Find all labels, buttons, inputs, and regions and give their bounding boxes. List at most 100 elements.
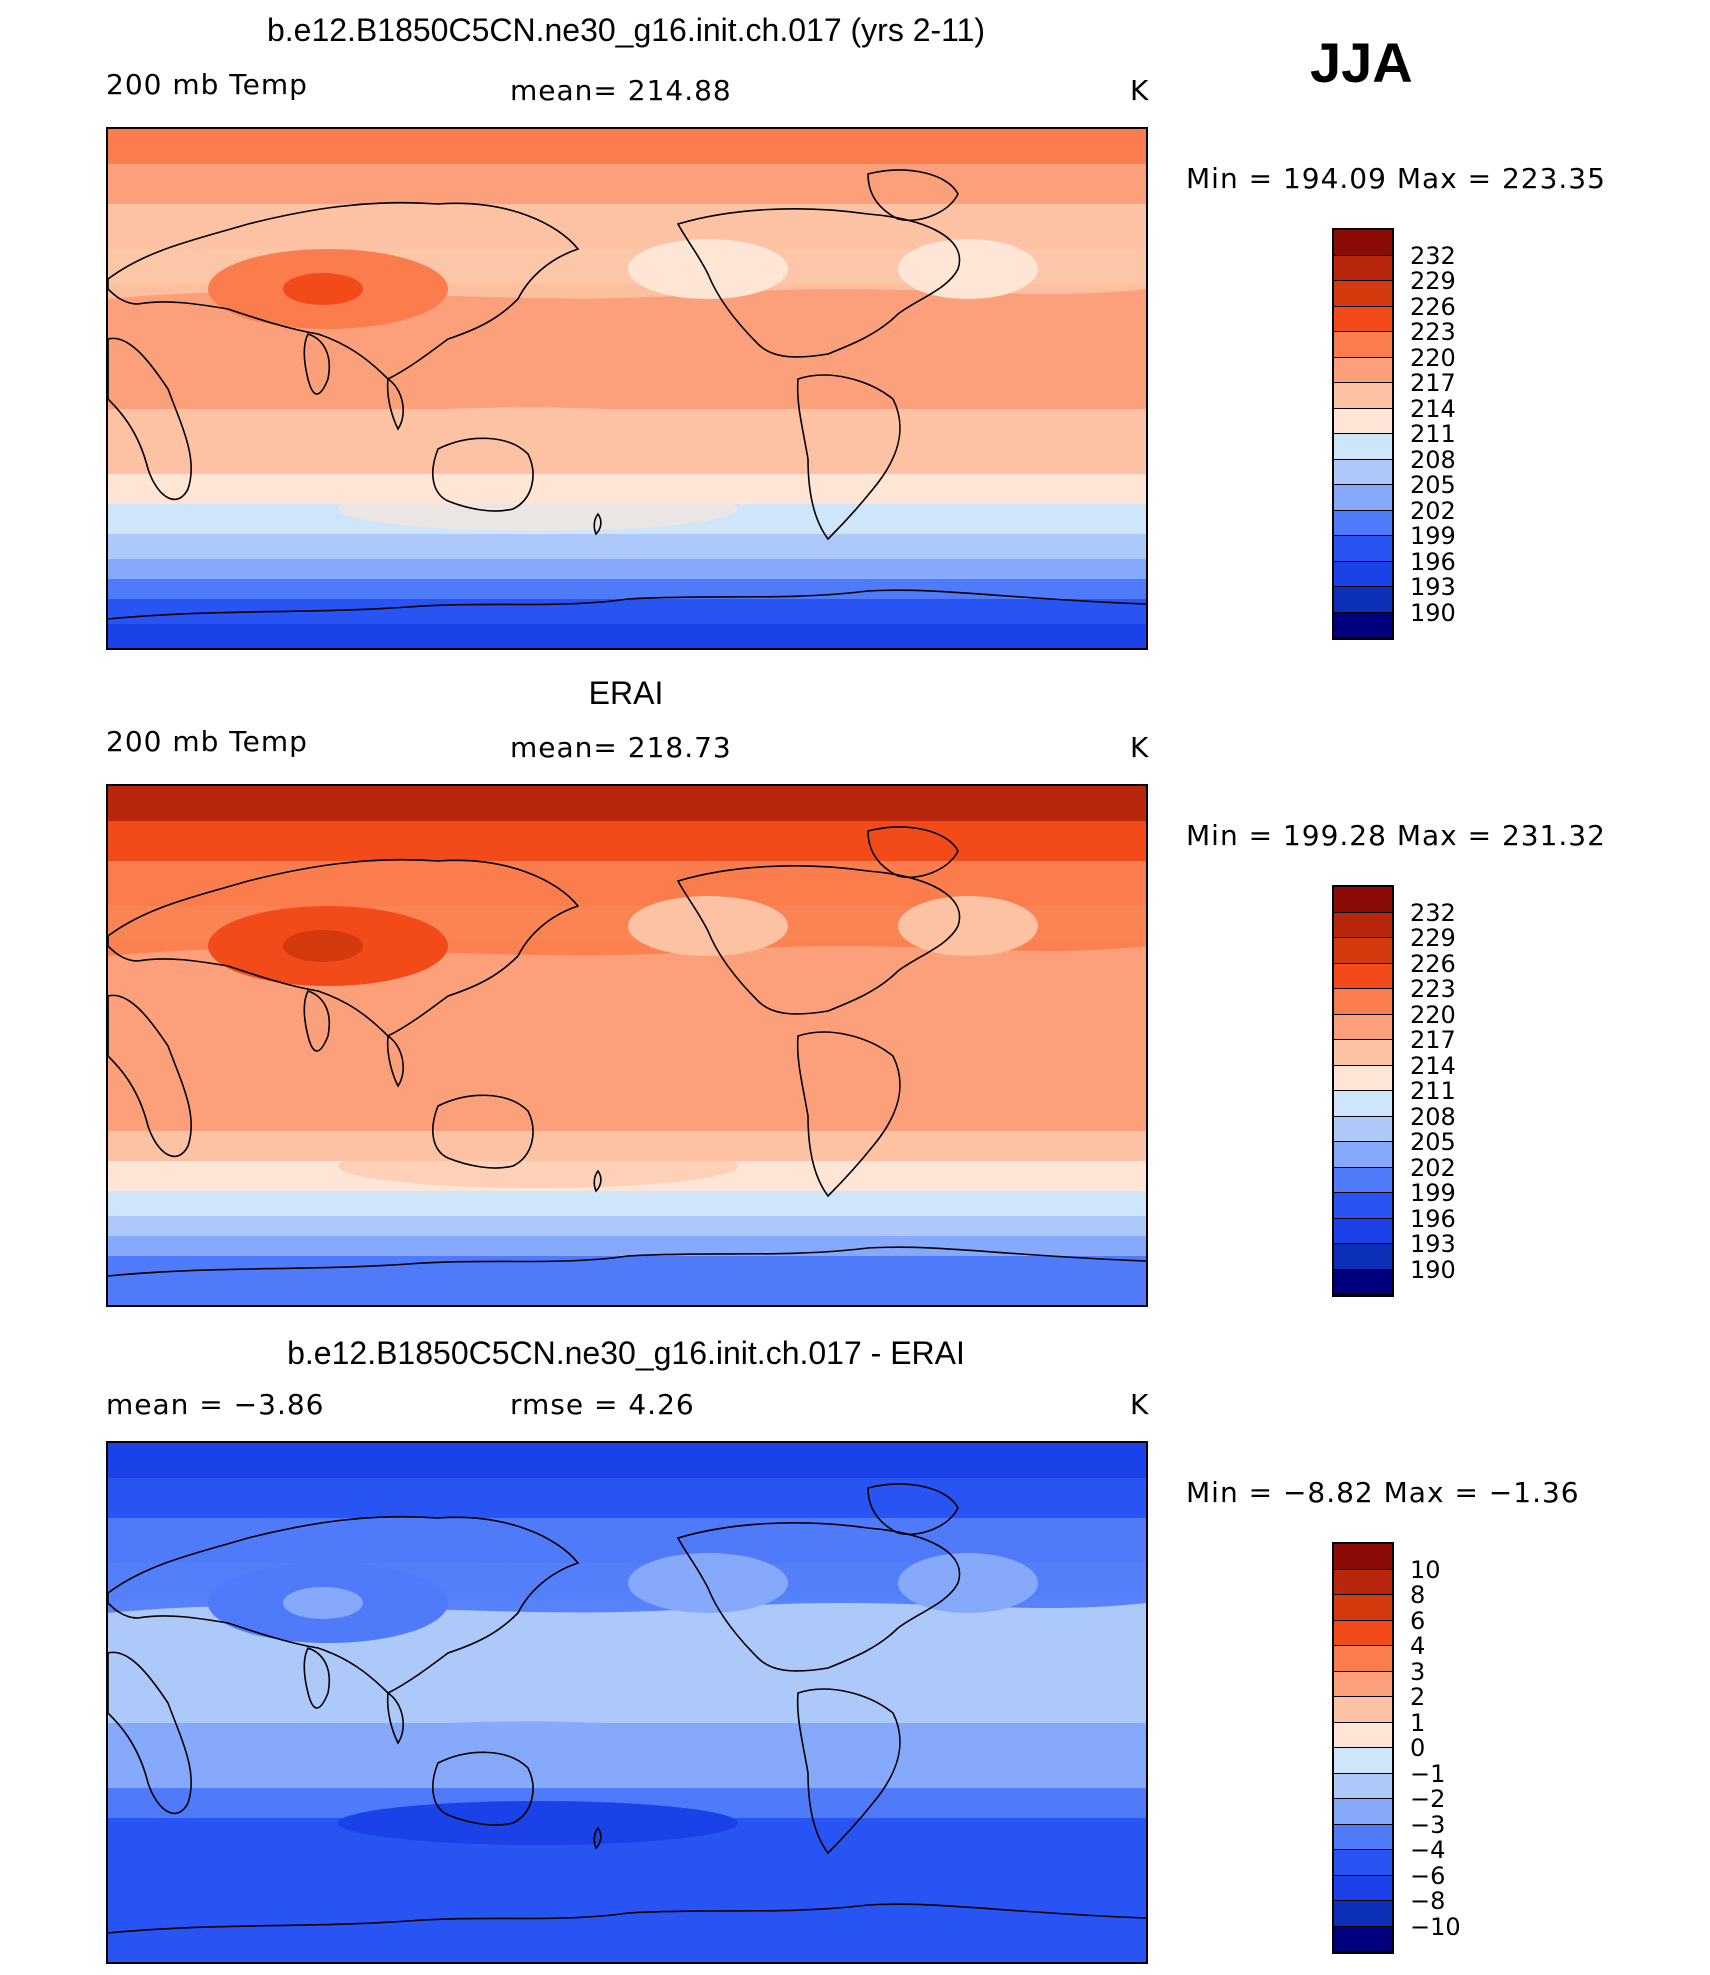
colorbar-swatch xyxy=(1334,938,1392,964)
colorbar-label: 0 xyxy=(1410,1734,1426,1762)
contour-band xyxy=(108,534,1146,559)
colorbar-label: 214 xyxy=(1410,1051,1456,1080)
contour-band xyxy=(108,1191,1146,1216)
panel-2-min-max: Min = 199.28 Max = 231.32 xyxy=(1186,819,1606,852)
colorbar-label: −2 xyxy=(1410,1785,1446,1813)
panel-2-mean-label: mean= 218.73 xyxy=(510,731,732,764)
colorbar-label: 4 xyxy=(1410,1632,1426,1660)
coastline xyxy=(796,1031,901,1198)
colorbar-swatch xyxy=(1334,281,1392,307)
contour-band xyxy=(108,1443,1146,1478)
colorbar-swatch xyxy=(1334,1799,1392,1825)
panel-2-variable-label: 200 mb Temp xyxy=(106,725,308,758)
colorbar-label: 205 xyxy=(1410,471,1456,499)
contour-band xyxy=(108,1281,1146,1305)
colorbar-swatch xyxy=(1334,1697,1392,1723)
colorbar-swatch xyxy=(1334,1595,1392,1621)
colorbar-swatch xyxy=(1334,1091,1392,1117)
cool-blob xyxy=(628,896,788,956)
coastline xyxy=(676,207,961,358)
colorbar-swatch xyxy=(1334,1569,1392,1595)
contour-band xyxy=(108,129,1146,164)
colorbar-swatch xyxy=(1334,459,1392,485)
colorbar-swatch xyxy=(1334,612,1392,638)
panel-3-min-max: Min = −8.82 Max = −1.36 xyxy=(1186,1476,1580,1509)
contour-band xyxy=(108,624,1146,648)
colorbar-swatch xyxy=(1334,1722,1392,1748)
colorbar-label: 190 xyxy=(1410,598,1456,627)
colorbar-label: 220 xyxy=(1410,343,1456,372)
coastline xyxy=(108,994,192,1158)
colorbar-swatch xyxy=(1334,1926,1392,1952)
contour-band xyxy=(108,559,1146,579)
coastline xyxy=(796,1688,901,1855)
contour-band xyxy=(108,1721,1146,1787)
colorbar-swatch xyxy=(1334,963,1392,989)
colorbar-swatch xyxy=(1334,989,1392,1015)
coastline xyxy=(386,1034,404,1088)
coastline xyxy=(593,1169,602,1193)
coastline xyxy=(432,437,534,512)
colorbar-swatch xyxy=(1334,1901,1392,1927)
colorbar-swatch xyxy=(1334,485,1392,511)
contour-band xyxy=(108,1873,1146,1893)
coastline xyxy=(303,990,330,1052)
coastline xyxy=(108,589,1146,620)
colorbar-label: 223 xyxy=(1410,318,1456,346)
colorbar-swatch xyxy=(1334,255,1392,281)
colorbar-label: 226 xyxy=(1410,949,1456,978)
contour-band xyxy=(108,164,1146,204)
hot-blob xyxy=(283,273,363,305)
colorbar-swatch xyxy=(1334,1646,1392,1672)
panel-3-unit-label: K xyxy=(1130,1388,1150,1421)
colorbar-swatch xyxy=(1334,1620,1392,1646)
colorbar-label: 223 xyxy=(1410,975,1456,1003)
colorbar-label: 3 xyxy=(1410,1657,1426,1686)
coastline xyxy=(108,858,580,1037)
cool-blob xyxy=(898,1553,1038,1613)
colorbar-swatch xyxy=(1334,1116,1392,1142)
colorbar-swatch xyxy=(1334,1875,1392,1901)
coastline xyxy=(108,1246,1146,1277)
map-svg xyxy=(108,129,1146,648)
coastline xyxy=(867,169,959,221)
colorbar-label: 10 xyxy=(1410,1555,1441,1584)
colorbar-swatch xyxy=(1334,1544,1392,1570)
colorbar-label: 217 xyxy=(1410,1026,1456,1054)
cool-blob xyxy=(628,239,788,299)
colorbar-label: 217 xyxy=(1410,369,1456,397)
colorbar-swatch xyxy=(1334,887,1392,913)
contour-band xyxy=(108,1893,1146,1913)
panel-1-variable-label: 200 mb Temp xyxy=(106,68,308,101)
cool-blob xyxy=(898,896,1038,956)
colorbar-swatch xyxy=(1334,510,1392,536)
colorbar-label: 226 xyxy=(1410,292,1456,321)
coastline xyxy=(108,1515,580,1694)
colorbar-swatch xyxy=(1334,306,1392,332)
contour-band xyxy=(108,1478,1146,1518)
colorbar-label: −10 xyxy=(1410,1912,1461,1941)
coastline xyxy=(796,374,901,541)
coastline xyxy=(386,377,404,431)
colorbar-label: 193 xyxy=(1410,1230,1456,1258)
colorbar-label: 208 xyxy=(1410,445,1456,474)
colorbar-label: 2 xyxy=(1410,1683,1426,1711)
colorbar-label: 229 xyxy=(1410,924,1456,952)
coastline xyxy=(432,1094,534,1169)
colorbar-swatch xyxy=(1334,1040,1392,1066)
contour-band xyxy=(108,1064,1146,1130)
panel-1-colorbar: 232 229 226 223 220 217 214 211 208 205 202 199 196 1… xyxy=(1332,228,1456,640)
colorbar-swatch xyxy=(1334,1773,1392,1799)
colorbar-swatch xyxy=(1334,383,1392,409)
hot-blob xyxy=(283,930,363,962)
colorbar-label: 220 xyxy=(1410,1000,1456,1029)
colorbar-swatch xyxy=(1334,912,1392,938)
colorbar-label: 196 xyxy=(1410,1204,1456,1233)
colorbar-label: 196 xyxy=(1410,547,1456,576)
contour-band xyxy=(108,786,1146,821)
colorbar-swatch xyxy=(1334,1244,1392,1270)
panel-1-mean-label: mean= 214.88 xyxy=(510,74,732,107)
colorbar-swatch xyxy=(1334,1142,1392,1168)
colorbar-label: 190 xyxy=(1410,1255,1456,1284)
panel-3-mean-label: mean = −3.86 xyxy=(106,1388,325,1421)
